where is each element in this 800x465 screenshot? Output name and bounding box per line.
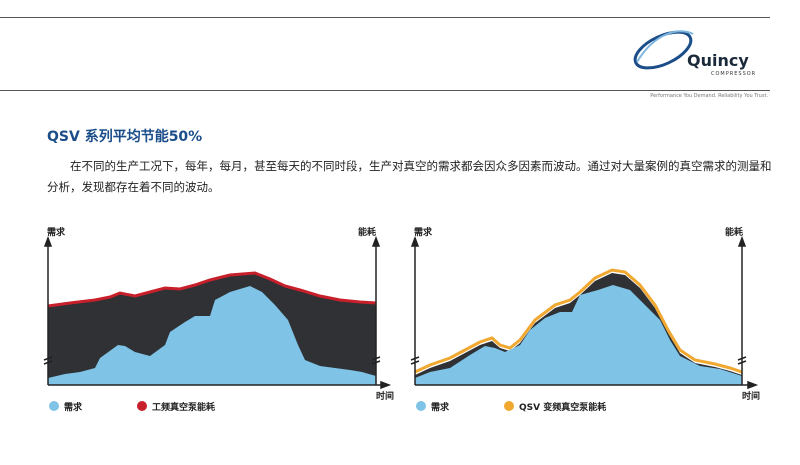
energy-line: [414, 268, 743, 374]
logo-sub: COMPRESSOR: [711, 71, 756, 77]
legend-label: QSV 变频真空泵能耗: [519, 401, 606, 413]
legend-label: 需求: [431, 401, 450, 413]
y-right-label: 能耗: [358, 226, 376, 238]
tagline: Performance You Demand. Reliability You …: [650, 93, 768, 99]
y-left-label: 需求: [414, 226, 433, 238]
section-title: QSV 系列平均节能50%: [47, 129, 203, 145]
legend-swatch: [137, 401, 147, 411]
y-right-label: 能耗: [725, 226, 743, 238]
x-label: 时间: [742, 390, 760, 402]
demand-area: [48, 286, 376, 385]
legend-label: 需求: [64, 401, 83, 413]
logo: Quincy COMPRESSOR: [633, 30, 756, 77]
legend-swatch: [416, 401, 426, 411]
energy-line: [47, 271, 377, 308]
paragraph: 在不同的生产工况下，每年，每月，甚至每天的不同时段，生产对真空的需求都会因众多因…: [47, 159, 772, 194]
y-left-label: 需求: [47, 226, 66, 238]
axes: [410, 235, 759, 390]
x-label: 时间: [376, 390, 394, 402]
top-rule: [0, 17, 770, 18]
legend-swatch: [49, 401, 59, 411]
legend-swatch: [504, 401, 514, 411]
header-rule: [0, 90, 770, 91]
axes: [43, 235, 392, 390]
logo-name: Quincy: [687, 51, 749, 70]
legend-label: 工频真空泵能耗: [152, 401, 215, 413]
demand-area: [415, 285, 742, 385]
